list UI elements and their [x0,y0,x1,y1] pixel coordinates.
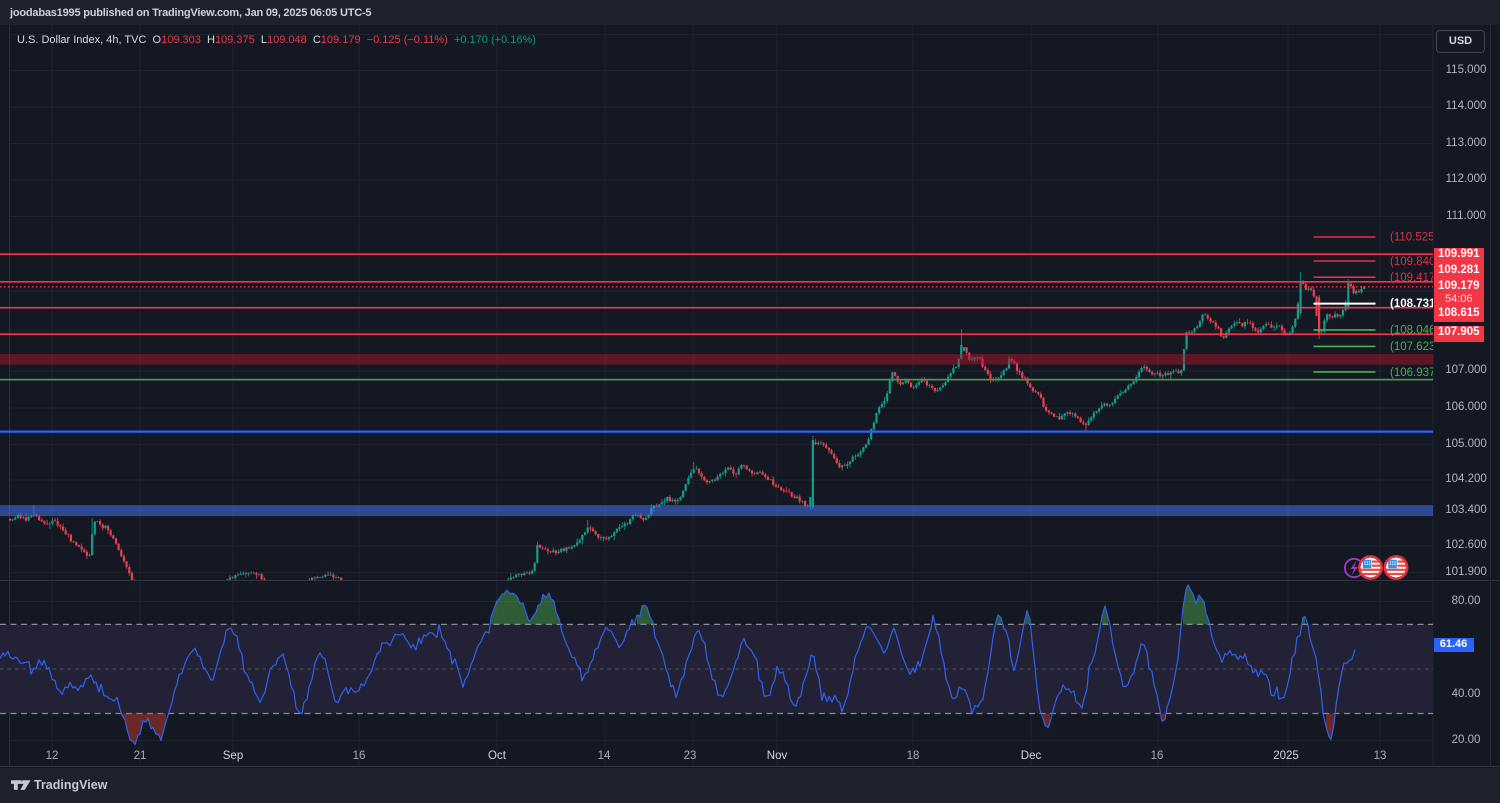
svg-text:(107.623): (107.623) [1390,341,1439,353]
svg-text:(108.731): (108.731) [1390,298,1439,310]
svg-text:(106.937): (106.937) [1390,367,1439,379]
svg-text:(108.046): (108.046) [1390,325,1439,337]
svg-text:(109.417): (109.417) [1390,272,1439,284]
svg-text:(110.525): (110.525) [1390,232,1439,244]
svg-text:(109.840): (109.840) [1390,256,1439,268]
